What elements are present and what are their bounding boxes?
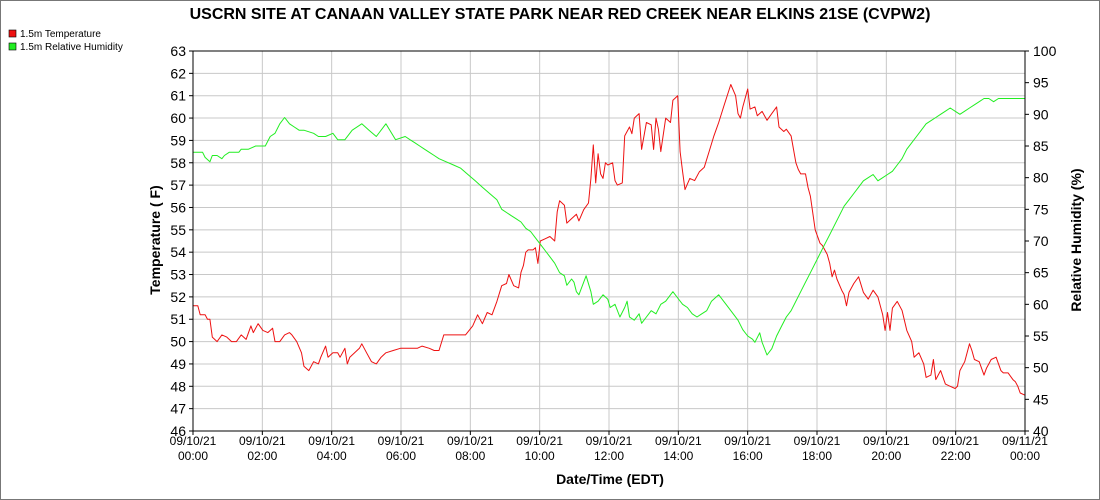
legend: 1.5m Temperature 1.5m Relative Humidity (8, 29, 123, 53)
x-tick-date: 09/10/21 (863, 434, 910, 448)
x-tick-date: 09/10/21 (378, 434, 425, 448)
plot-area (192, 50, 1026, 432)
x-tick-time: 10:00 (525, 449, 555, 463)
legend-swatch-temperature (8, 29, 17, 38)
y-tick-label: 63 (170, 43, 186, 59)
x-tick-date: 09/10/21 (308, 434, 355, 448)
x-tick-time: 04:00 (317, 449, 347, 463)
y-tick-label: 60 (170, 110, 186, 126)
y-axis-left-ticks: 46 47 48 49 50 51 52 53 54 55 56 57 58 59 60 61 62 63 (170, 43, 193, 439)
x-tick-time: 00:00 (1010, 449, 1040, 463)
x-tick-time: 14:00 (663, 449, 693, 463)
x-tick-time: 20:00 (871, 449, 901, 463)
y2-tick-label: 45 (1033, 391, 1049, 407)
y-tick-label: 56 (170, 199, 186, 215)
x-tick-time: 22:00 (941, 449, 971, 463)
x-tick-date: 09/10/21 (516, 434, 563, 448)
x-tick-time: 02:00 (247, 449, 277, 463)
y-tick-label: 54 (170, 244, 186, 260)
legend-label-humidity: 1.5m Relative Humidity (20, 42, 123, 53)
y2-tick-label: 55 (1033, 328, 1049, 344)
y-tick-label: 52 (170, 289, 186, 305)
x-tick-time: 18:00 (802, 449, 832, 463)
x-tick-date: 09/10/21 (586, 434, 633, 448)
y-tick-label: 48 (170, 378, 186, 394)
y2-tick-label: 40 (1033, 423, 1049, 439)
legend-swatch-humidity (8, 42, 17, 51)
y-tick-label: 53 (170, 267, 186, 283)
y-tick-label: 47 (170, 401, 186, 417)
y2-tick-label: 75 (1033, 201, 1049, 217)
y2-tick-label: 60 (1033, 296, 1049, 312)
y2-tick-label: 85 (1033, 138, 1049, 154)
y2-tick-label: 65 (1033, 265, 1049, 281)
grid-lines (192, 50, 1026, 432)
x-axis-title: Date/Time (EDT) (556, 471, 664, 487)
x-tick-time: 16:00 (733, 449, 763, 463)
y2-tick-label: 80 (1033, 170, 1049, 186)
legend-label-temperature: 1.5m Temperature (20, 29, 101, 40)
x-tick-date: 09/10/21 (170, 434, 217, 448)
humidity-series-line (193, 98, 1025, 356)
y-tick-label: 50 (170, 334, 186, 350)
x-tick-time: 06:00 (386, 449, 416, 463)
y2-tick-label: 90 (1033, 106, 1049, 122)
y-axis-right-title: Relative Humidity (%) (1068, 168, 1084, 311)
x-tick-time: 12:00 (594, 449, 624, 463)
temperature-series-line (193, 84, 1026, 396)
y-tick-label: 62 (170, 65, 186, 81)
y-tick-label: 46 (170, 423, 186, 439)
y2-tick-label: 50 (1033, 360, 1049, 376)
x-tick-time: 00:00 (178, 449, 208, 463)
y-tick-label: 49 (170, 356, 186, 372)
y2-tick-label: 95 (1033, 75, 1049, 91)
y-tick-label: 61 (170, 88, 186, 104)
y-tick-label: 58 (170, 155, 186, 171)
x-tick-date: 09/10/21 (932, 434, 979, 448)
y-axis-left-title: Temperature ( F) (147, 185, 163, 294)
y-tick-label: 57 (170, 177, 186, 193)
y-tick-label: 51 (170, 311, 186, 327)
chart-title: USCRN SITE AT CANAAN VALLEY STATE PARK N… (190, 6, 931, 23)
x-tick-date: 09/10/21 (447, 434, 494, 448)
y2-tick-label: 100 (1033, 43, 1057, 59)
x-tick-date: 09/10/21 (655, 434, 702, 448)
x-axis-ticks: 09/10/2100:0009/10/2102:0009/10/2104:000… (170, 431, 1048, 463)
x-tick-date: 09/10/21 (724, 434, 771, 448)
y-tick-label: 59 (170, 132, 186, 148)
y2-tick-label: 70 (1033, 233, 1049, 249)
y-tick-label: 55 (170, 222, 186, 238)
x-tick-date: 09/10/21 (239, 434, 286, 448)
x-tick-date: 09/10/21 (794, 434, 841, 448)
series-lines (193, 84, 1026, 396)
y-axis-right-ticks: 40 45 50 55 60 65 70 75 80 85 90 95 100 (1025, 43, 1057, 439)
x-tick-time: 08:00 (455, 449, 485, 463)
x-tick-date: 09/11/21 (1002, 434, 1048, 448)
